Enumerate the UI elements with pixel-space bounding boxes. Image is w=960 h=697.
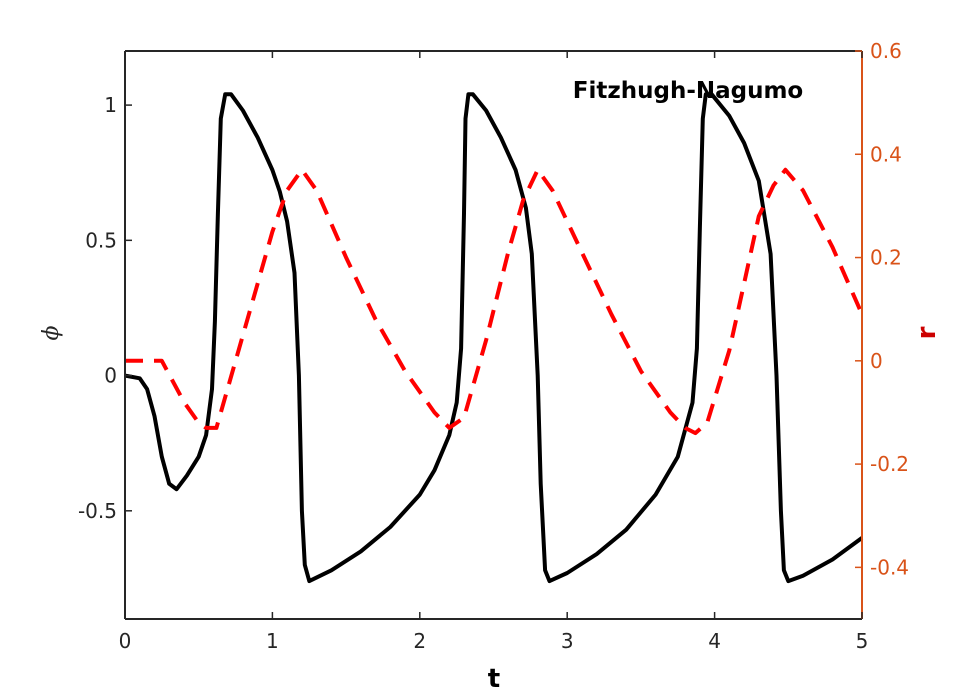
chart-annotation: Fitzhugh-Nagumo <box>573 78 803 104</box>
right-y-tick-label: 0.6 <box>870 39 902 63</box>
plot-lines <box>124 92 864 584</box>
series-line-phi <box>124 92 864 584</box>
right-y-tick-label: 0 <box>870 349 883 373</box>
left-y-tick-label: -0.5 <box>78 499 117 523</box>
x-tick-label: 5 <box>856 629 869 653</box>
left-y-tick-label: 0 <box>104 364 117 388</box>
left-y-tick-label: 1 <box>104 93 117 117</box>
right-y-axis-title: r <box>912 326 942 339</box>
x-tick-label: 3 <box>561 629 574 653</box>
x-tick-label: 0 <box>119 629 132 653</box>
x-axis-title: t <box>488 664 500 694</box>
right-y-tick-label: 0.2 <box>870 246 902 270</box>
left-y-axis-title: ϕ <box>39 326 64 341</box>
series-line-r <box>125 167 864 436</box>
x-tick-label: 2 <box>413 629 426 653</box>
right-y-tick-label: 0.4 <box>870 142 902 166</box>
labels: 0 1 2 3 4 5 -0.5 0 0.5 1 -0.4 -0.2 0 0.2 0.4 0.6 <box>78 39 909 653</box>
x-tick-label: 4 <box>708 629 721 653</box>
right-y-tick-label: -0.2 <box>870 452 909 476</box>
right-y-tick-label: -0.4 <box>870 555 909 579</box>
axes <box>124 50 863 620</box>
left-y-tick-label: 0.5 <box>85 228 117 252</box>
x-tick-label: 1 <box>266 629 279 653</box>
